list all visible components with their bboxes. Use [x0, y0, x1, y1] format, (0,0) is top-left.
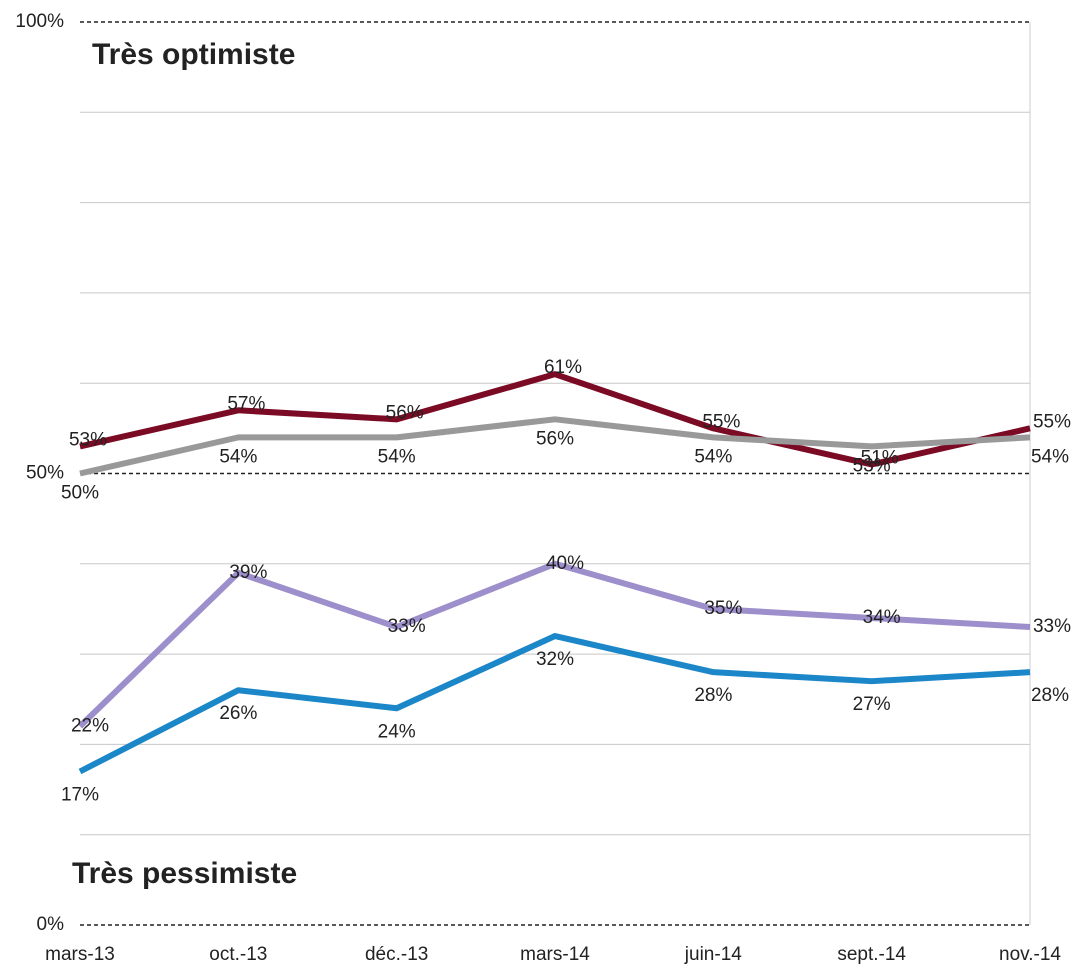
data-label: 50%: [61, 483, 99, 504]
data-label: 33%: [1033, 616, 1071, 637]
data-label: 27%: [853, 694, 891, 715]
x-tick-label: déc.-13: [365, 944, 428, 965]
data-label: 61%: [544, 357, 582, 378]
line-series: [77, 560, 1031, 729]
y-tick-label: 100%: [15, 11, 64, 32]
data-label: 24%: [378, 721, 416, 742]
data-label: 56%: [536, 428, 574, 449]
line-series: [79, 371, 1031, 468]
data-label: 26%: [219, 703, 257, 724]
data-label: 28%: [694, 685, 732, 706]
annotation: Très pessimiste: [72, 857, 297, 890]
data-label: 35%: [704, 598, 742, 619]
data-label: 51%: [861, 447, 899, 468]
data-label: 57%: [227, 393, 265, 414]
line-series: [79, 416, 1031, 477]
data-label: 53%: [69, 429, 107, 450]
y-tick-label: 0%: [37, 914, 65, 935]
data-label: 56%: [386, 402, 424, 423]
annotation: Très optimiste: [92, 38, 295, 71]
data-label: 40%: [546, 553, 584, 574]
data-label: 39%: [229, 562, 267, 583]
data-label: 54%: [219, 446, 257, 467]
data-label: 54%: [378, 446, 416, 467]
x-tick-label: nov.-14: [999, 944, 1061, 965]
x-tick-label: oct.-13: [209, 944, 267, 965]
data-label: 55%: [1033, 411, 1071, 432]
data-label: 54%: [1031, 446, 1069, 467]
line-series: [78, 633, 1031, 775]
x-tick-label: mars-13: [45, 944, 115, 965]
data-label: 32%: [536, 649, 574, 670]
data-label: 33%: [388, 616, 426, 637]
y-tick-label: 50%: [26, 463, 64, 484]
data-label: 53%: [853, 455, 891, 476]
data-label: 17%: [61, 785, 99, 806]
data-label: 55%: [702, 411, 740, 432]
x-tick-label: sept.-14: [837, 944, 906, 965]
data-label: 22%: [71, 715, 109, 736]
data-label: 54%: [694, 446, 732, 467]
x-tick-label: juin-14: [684, 944, 742, 965]
data-label: 28%: [1031, 685, 1069, 706]
data-label: 34%: [863, 607, 901, 628]
x-tick-label: mars-14: [520, 944, 590, 965]
